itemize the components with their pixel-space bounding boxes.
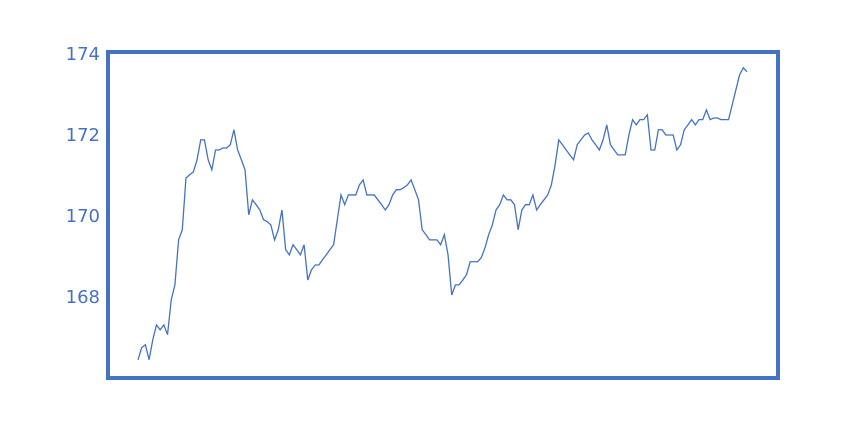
data-line — [137, 66, 748, 360]
y-tick-label: 168 — [66, 287, 100, 308]
y-tick-label: 174 — [66, 44, 100, 65]
y-tick-label: 172 — [66, 125, 100, 146]
y-tick-label: 170 — [66, 206, 100, 227]
plot-frame — [106, 50, 780, 380]
